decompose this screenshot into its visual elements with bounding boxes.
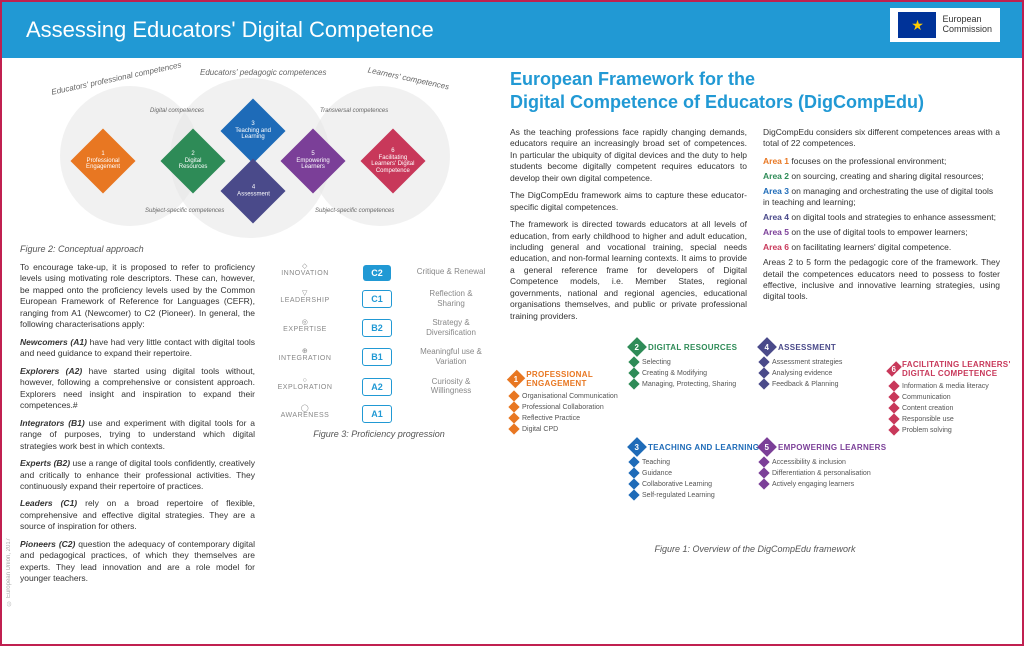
- figure-2-caption: Figure 2: Conceptual approach: [20, 244, 490, 254]
- fw-area-2: 2DIGITAL RESOURCES Selecting Creating & M…: [630, 340, 760, 391]
- fw-competence-item: Feedback & Planning: [760, 380, 890, 388]
- area-line: Area 2 on sourcing, creating and sharing…: [763, 171, 1000, 182]
- ladder-row-A1: ◯AWARENESS A1: [269, 404, 489, 423]
- fw-competence-item: Reflective Practice: [510, 414, 640, 422]
- proficiency-text: To encourage take-up, it is proposed to …: [20, 262, 255, 591]
- fw-area-header: 2DIGITAL RESOURCES: [630, 340, 760, 354]
- level-badge-C2: C2: [363, 265, 391, 281]
- level-badge-B2: B2: [362, 319, 392, 337]
- fw-area-3: 3TEACHING AND LEARNING Teaching Guidance C…: [630, 440, 760, 502]
- ladder-stage-icon: ◇INNOVATION: [269, 262, 341, 277]
- fw-competence-item: Responsible use: [890, 415, 1020, 423]
- fw-competence-item: Communication: [890, 393, 1020, 401]
- area-line: Area 3 on managing and orchestrating the…: [763, 186, 1000, 208]
- venn-label-center: Educators' pedagogic competences: [200, 68, 327, 77]
- fw-area-header: 6FACILITATING LEARNERS' DIGITAL COMPETEN…: [890, 360, 1020, 378]
- ladder-stage-icon: ○EXPLORATION: [269, 377, 341, 391]
- fw-area-header: 5EMPOWERING LEARNERS: [760, 440, 890, 454]
- ladder-desc: Critique & Renewal: [413, 265, 489, 279]
- area-line: Area 5 on the use of digital tools to em…: [763, 227, 1000, 238]
- content-area: Educators' professional competences Educ…: [2, 58, 1022, 644]
- fw-competence-item: Creating & Modifying: [630, 369, 760, 377]
- fw-competence-item: Problem solving: [890, 426, 1020, 434]
- fw-competence-item: Differentiation & personalisation: [760, 469, 890, 477]
- fw-competence-item: Teaching: [630, 458, 760, 466]
- ladder-row-C2: ◇INNOVATION C2 Critique & Renewal: [269, 262, 489, 281]
- fw-competence-item: Actively engaging learners: [760, 480, 890, 488]
- level-desc: Newcomers (A1) have had very little cont…: [20, 337, 255, 360]
- left-column: Educators' professional competences Educ…: [20, 68, 490, 634]
- ec-logo-text: EuropeanCommission: [942, 15, 992, 35]
- fw-competence-item: Guidance: [630, 469, 760, 477]
- ladder-desc: Curiosity & Willingness: [413, 375, 489, 398]
- fw-competence-item: Selecting: [630, 358, 760, 366]
- ladder-row-B2: ◎EXPERTISE B2 Strategy & Diversification: [269, 316, 489, 339]
- level-badge-C1: C1: [362, 290, 392, 308]
- fw-competence-item: Digital CPD: [510, 425, 640, 433]
- level-badge-B1: B1: [362, 348, 392, 366]
- ladder-stage-icon: ◎EXPERTISE: [269, 318, 341, 333]
- area-line: Area 6 on facilitating learners' digital…: [763, 242, 1000, 253]
- framework-overview-diagram: 1PROFESSIONAL ENGAGEMENT Organisational …: [510, 340, 1000, 540]
- fw-competence-item: Organisational Communication: [510, 392, 640, 400]
- fw-competence-item: Accessibility & inclusion: [760, 458, 890, 466]
- level-badge-A1: A1: [362, 405, 392, 423]
- venn-diagram: Educators' professional competences Educ…: [20, 68, 490, 238]
- intro-text: To encourage take-up, it is proposed to …: [20, 262, 255, 331]
- ladder-row-C1: ▽LEADERSHIP C1 Reflection & Sharing: [269, 287, 489, 310]
- right-text-col-2: DigCompEdu considers six different compe…: [763, 127, 1000, 329]
- level-badge-A2: A2: [362, 378, 392, 396]
- fw-competence-item: Self-regulated Learning: [630, 491, 760, 499]
- ladder-desc: Meaningful use & Variation: [413, 345, 489, 368]
- level-desc: Pioneers (C2) question the adequacy of c…: [20, 539, 255, 585]
- ladder-desc: Strategy & Diversification: [413, 316, 489, 339]
- ladder-stage-icon: ◯AWARENESS: [269, 404, 341, 419]
- fw-area-header: 3TEACHING AND LEARNING: [630, 440, 760, 454]
- fw-competence-item: Information & media literacy: [890, 382, 1020, 390]
- ec-logo: ★ EuropeanCommission: [890, 8, 1000, 42]
- ladder-stage-icon: ▽LEADERSHIP: [269, 289, 341, 304]
- level-desc: Experts (B2) use a range of digital tool…: [20, 458, 255, 492]
- ladder-row-B1: ⊕INTEGRATION B1 Meaningful use & Variati…: [269, 345, 489, 368]
- figure-1-caption: Figure 1: Overview of the DigCompEdu fra…: [510, 544, 1000, 554]
- fw-competence-item: Content creation: [890, 404, 1020, 412]
- figure-3-caption: Figure 3: Proficiency progression: [269, 429, 489, 439]
- level-desc: Leaders (C1) rely on a broad repertoire …: [20, 498, 255, 532]
- right-text-col-1: As the teaching professions face rapidly…: [510, 127, 747, 329]
- area-line: Area 1 focuses on the professional envir…: [763, 156, 1000, 167]
- fw-area-4: 4ASSESSMENT Assessment strategies Analysi…: [760, 340, 890, 391]
- fw-competence-item: Collaborative Learning: [630, 480, 760, 488]
- ladder-desc: Reflection & Sharing: [413, 287, 489, 310]
- level-desc: Explorers (A2) have started using digita…: [20, 366, 255, 412]
- fw-area-6: 6FACILITATING LEARNERS' DIGITAL COMPETEN…: [890, 360, 1020, 437]
- fw-competence-item: Assessment strategies: [760, 358, 890, 366]
- fw-competence-item: Managing, Protecting, Sharing: [630, 380, 760, 388]
- fw-area-1: 1PROFESSIONAL ENGAGEMENT Organisational …: [510, 370, 640, 436]
- fw-area-header: 4ASSESSMENT: [760, 340, 890, 354]
- page-title: Assessing Educators' Digital Competence: [26, 17, 434, 43]
- fw-area-5: 5EMPOWERING LEARNERS Accessibility & inc…: [760, 440, 890, 491]
- eu-flag-icon: ★: [898, 12, 936, 38]
- fw-competence-item: Analysing evidence: [760, 369, 890, 377]
- fw-competence-item: Professional Collaboration: [510, 403, 640, 411]
- page-header: Assessing Educators' Digital Competence: [2, 2, 1022, 58]
- right-column: European Framework for theDigital Compet…: [510, 68, 1000, 634]
- area-line: Area 4 on digital tools and strategies t…: [763, 212, 1000, 223]
- fw-area-header: 1PROFESSIONAL ENGAGEMENT: [510, 370, 640, 388]
- copyright: © European Union, 2017: [6, 538, 12, 606]
- proficiency-ladder: ◇INNOVATION C2 Critique & Renewal ▽LEADE…: [269, 262, 489, 591]
- ladder-stage-icon: ⊕INTEGRATION: [269, 347, 341, 362]
- ladder-row-A2: ○EXPLORATION A2 Curiosity & Willingness: [269, 375, 489, 398]
- framework-title: European Framework for theDigital Compet…: [510, 68, 1000, 115]
- ladder-desc: [413, 411, 489, 415]
- level-desc: Integrators (B1) use and experiment with…: [20, 418, 255, 452]
